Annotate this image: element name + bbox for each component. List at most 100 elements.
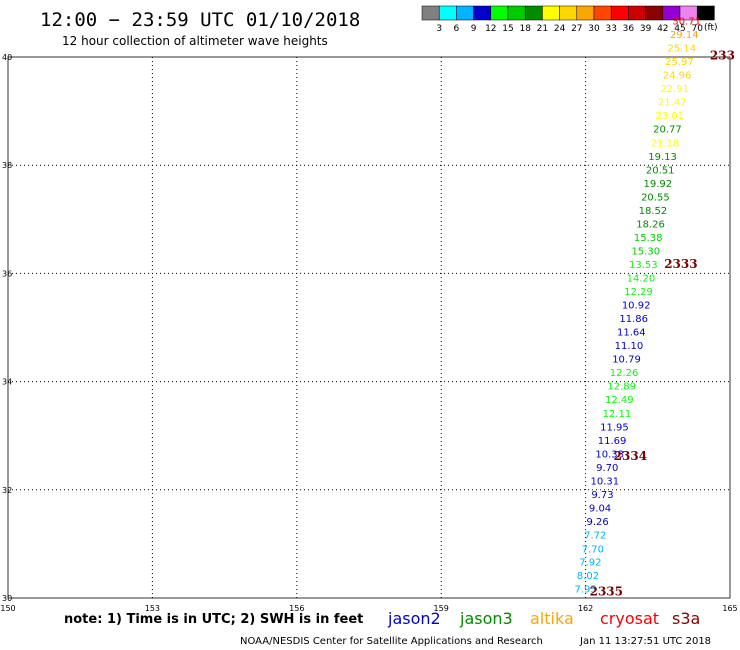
y-tick-label: 38 xyxy=(2,161,12,170)
swh-value: 12.49 xyxy=(605,395,634,406)
y-tick-label: 32 xyxy=(2,486,12,495)
scale-swatch xyxy=(645,5,664,21)
x-tick-label: 162 xyxy=(578,604,593,613)
scale-label: 70 xyxy=(691,24,703,34)
swh-value: 19.13 xyxy=(648,152,677,163)
swh-value: 7.92 xyxy=(579,558,601,569)
time-label: 2335 xyxy=(590,584,623,598)
swh-value: 9.26 xyxy=(587,517,609,528)
chart-grid xyxy=(7,56,731,599)
swh-value: 10.79 xyxy=(612,355,641,366)
mission-jason3: jason3 xyxy=(459,609,513,628)
scale-label: 36 xyxy=(623,24,635,34)
plot-frame xyxy=(7,56,731,599)
scale-label: 27 xyxy=(571,24,582,34)
x-tick-label: 159 xyxy=(434,604,449,613)
time-label: 2334 xyxy=(614,449,647,463)
swh-value: 24.96 xyxy=(663,71,692,82)
swh-value: 20.55 xyxy=(641,192,670,203)
mission-altika: altika xyxy=(530,609,574,628)
mission-s3a: s3a xyxy=(672,609,700,628)
swh-value: 30.71 xyxy=(672,17,701,28)
scale-label: 3 xyxy=(436,24,442,34)
mission-jason2: jason2 xyxy=(387,609,441,628)
scale-label: 21 xyxy=(537,24,548,34)
swh-value: 9.04 xyxy=(589,503,611,514)
swh-value: 12.29 xyxy=(624,287,653,298)
swh-value: 10.31 xyxy=(591,476,620,487)
swh-value: 29.14 xyxy=(670,30,699,41)
time-label: 2333 xyxy=(664,257,697,271)
scale-swatch xyxy=(542,5,560,21)
chart-title: 12:00 − 23:59 UTC 01/10/2018 xyxy=(40,9,360,31)
scale-unit: (ft) xyxy=(704,23,718,33)
swh-value: 8.02 xyxy=(577,571,599,582)
axis-ticks: 150 153 156 159 162 165 30 32 34 36 38 40 xyxy=(0,53,737,613)
scale-label: 42 xyxy=(657,24,668,34)
swh-value: 21.47 xyxy=(658,98,687,109)
scale-swatch xyxy=(593,5,612,21)
chart-subtitle: 12 hour collection of altimeter wave hei… xyxy=(62,34,328,48)
scale-label: 9 xyxy=(471,24,477,34)
scale-label: 18 xyxy=(519,24,531,34)
x-tick-label: 150 xyxy=(0,604,15,613)
scale-label: 39 xyxy=(640,24,652,34)
time-label: 233 xyxy=(710,49,735,63)
note-text: note: 1) Time is in UTC; 2) SWH is in fe… xyxy=(64,612,363,627)
swh-value: 25.97 xyxy=(665,57,694,68)
swh-value: 14.20 xyxy=(627,274,656,285)
swh-value: 22.91 xyxy=(660,84,689,95)
scale-swatch xyxy=(507,5,526,21)
y-tick-label: 36 xyxy=(2,269,12,278)
swh-value: 19.92 xyxy=(643,179,672,190)
mission-cryosat: cryosat xyxy=(600,609,659,628)
credit-text: NOAA/NESDIS Center for Satellite Applica… xyxy=(240,636,543,647)
swh-value: 11.64 xyxy=(617,328,646,339)
scale-label: 33 xyxy=(605,24,616,34)
swh-value: 11.10 xyxy=(615,341,644,352)
scale-label: 45 xyxy=(674,24,685,34)
swh-value: 23.01 xyxy=(656,111,685,122)
scale-swatch xyxy=(490,5,509,21)
swh-value: 10.92 xyxy=(622,301,651,312)
swh-value: 9.73 xyxy=(591,490,613,501)
swh-value: 13.53 xyxy=(629,260,658,271)
scale-label: 6 xyxy=(454,24,460,34)
swh-value: 15.38 xyxy=(634,233,663,244)
y-tick-label: 34 xyxy=(2,378,12,387)
swh-value: 12.89 xyxy=(607,382,636,393)
y-tick-label: 30 xyxy=(2,594,12,603)
swh-value: 11.86 xyxy=(619,314,648,325)
time-labels: 2335 2334 2333 233 xyxy=(590,49,735,599)
swh-value: 20.77 xyxy=(653,125,682,136)
scale-swatch xyxy=(421,5,440,21)
color-scale: 3 6 9 12 15 18 21 24 27 30 33 36 39 42 45 70 xyxy=(421,5,715,34)
swh-value: 7.95 xyxy=(574,585,596,596)
swh-value: 21.18 xyxy=(651,138,680,149)
swh-value: 11.95 xyxy=(600,422,629,433)
scale-swatch xyxy=(610,5,629,21)
swh-value: 11.69 xyxy=(598,436,627,447)
x-tick-label: 153 xyxy=(145,604,160,613)
swh-value: 7.72 xyxy=(584,530,606,541)
scale-swatch xyxy=(628,5,646,21)
x-tick-label: 156 xyxy=(289,604,304,613)
scale-label: 15 xyxy=(502,24,513,34)
swh-value: 25.14 xyxy=(668,44,697,55)
swh-value: 12.26 xyxy=(610,368,639,379)
swh-value: 15.30 xyxy=(631,246,660,257)
scale-label: 30 xyxy=(588,24,600,34)
mission-legend: jason2 jason3 altika cryosat s3a xyxy=(387,609,700,628)
swh-value: 9.70 xyxy=(596,463,618,474)
scale-swatch xyxy=(696,5,715,21)
scale-label: 12 xyxy=(485,24,496,34)
scale-swatch xyxy=(473,5,492,21)
swh-value: 7.70 xyxy=(582,545,604,556)
timestamp-text: Jan 11 13:27:51 UTC 2018 xyxy=(579,636,711,647)
scale-swatch xyxy=(438,5,457,21)
scale-label: 24 xyxy=(554,24,566,34)
x-tick-label: 165 xyxy=(722,604,737,613)
swh-value: 12.11 xyxy=(603,409,632,420)
scale-swatch xyxy=(524,5,543,21)
